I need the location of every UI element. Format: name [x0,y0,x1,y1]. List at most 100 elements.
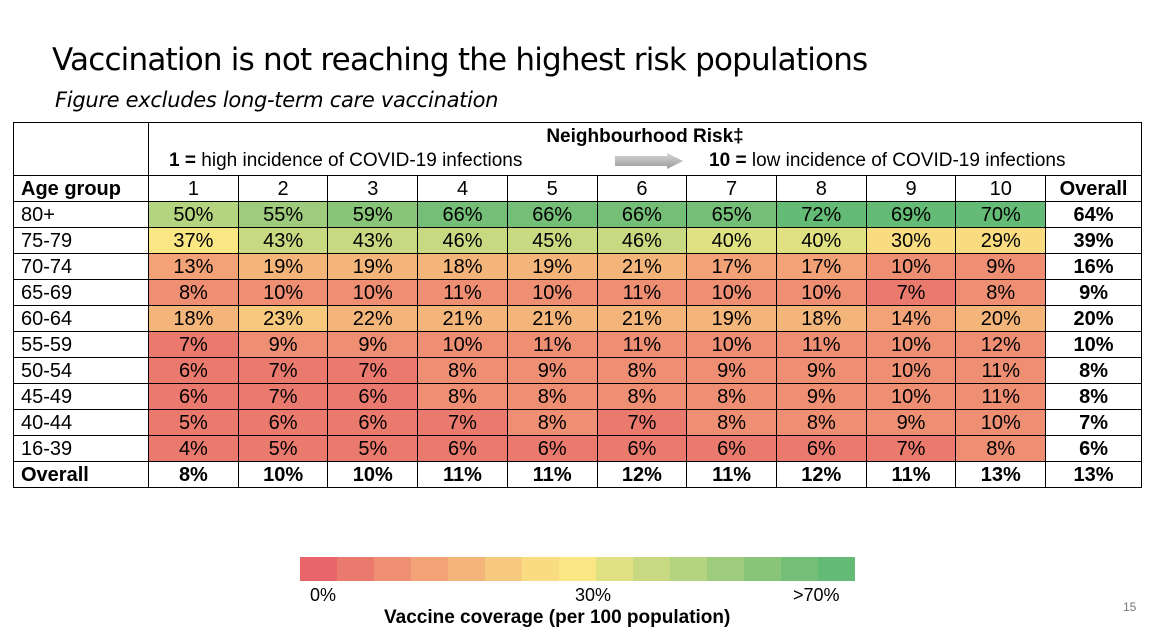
legend-swatch [744,557,781,581]
risk-low-prefix: 1 = [169,150,196,171]
overall-row-label: Overall [12,461,150,488]
heat-cell: 11% [955,357,1047,384]
heat-cell: 7% [237,357,329,384]
heat-cell: 5% [237,435,329,462]
heat-cell: 8% [596,383,688,410]
heat-cell: 10% [865,383,957,410]
heat-cell: 11% [955,383,1047,410]
heat-cell: 10% [686,279,777,306]
overall-cell: 8% [148,461,239,488]
row-label: 40-44 [12,409,150,436]
heat-cell: 8% [506,409,598,436]
legend-swatch [374,557,411,581]
overall-cell: 12% [775,461,867,488]
heat-cell: 8% [148,279,239,306]
row-label: 80+ [12,201,150,228]
heat-cell: 55% [237,201,329,228]
heat-cell: 65% [686,201,777,228]
legend-swatch [559,557,596,581]
overall-cell: 12% [596,461,688,488]
heat-cell: 66% [506,201,598,228]
row-label: 70-74 [12,253,150,280]
color-legend: 0% 30% >70% Vaccine coverage (per 100 po… [300,557,855,628]
heat-cell: 8% [417,357,508,384]
heat-cell: 21% [596,253,688,280]
heat-cell: 10% [865,253,957,280]
heat-cell: 11% [596,331,688,358]
heat-cell: 59% [327,201,419,228]
legend-swatch [781,557,818,581]
row-overall-cell: 64% [1045,201,1142,228]
heat-cell: 17% [775,253,867,280]
heat-cell: 21% [506,305,598,332]
heat-cell: 37% [148,227,239,254]
heat-cell: 46% [596,227,688,254]
age-group-header: Age group [12,175,150,202]
column-header-3: 3 [327,175,419,202]
row-overall-cell: 16% [1045,253,1142,280]
heat-cell: 19% [237,253,329,280]
legend-color-bar [300,557,855,581]
heat-cell: 6% [686,435,777,462]
overall-cell: 11% [686,461,777,488]
slide-subtitle: Figure excludes long-term care vaccinati… [55,88,499,112]
heat-cell: 9% [775,383,867,410]
heatmap-body: 80+ 50% 55% 59% 66% 66% 66% 65% 72% 69% 70% 64% 75-7… [12,201,1142,488]
column-header-7: 7 [686,175,777,202]
heat-cell: 23% [237,305,329,332]
legend-tick-70: >70% [793,585,840,605]
row-label: 55-59 [12,331,150,358]
heat-cell: 19% [327,253,419,280]
heat-cell: 10% [955,409,1047,436]
heatmap-table: Neighbourhood Risk‡ 1 = high incidence o… [12,122,1142,488]
legend-tick-30: 30% [575,585,612,605]
column-header-row: Age group 1 2 3 4 5 6 7 8 9 10 Overall [12,175,1142,202]
heat-cell: 14% [865,305,957,332]
row-overall-cell: 39% [1045,227,1142,254]
column-header-9: 9 [865,175,957,202]
row-label: 60-64 [12,305,150,332]
table-row: 60-64 18% 23% 22% 21% 21% 21% 19% 18% 14% 20% 20% [12,305,1142,332]
row-overall-cell: 8% [1045,357,1142,384]
heat-cell: 66% [596,201,688,228]
heat-cell: 10% [686,331,777,358]
legend-swatch [300,557,337,581]
table-row: 50-54 6% 7% 7% 8% 9% 8% 9% 9% 10% 11% 8% [12,357,1142,384]
overall-cell: 10% [237,461,329,488]
heat-cell: 9% [686,357,777,384]
row-label: 16-39 [12,435,150,462]
column-header-1: 1 [148,175,239,202]
heat-cell: 45% [506,227,598,254]
legend-title: Vaccine coverage (per 100 population) [384,607,731,628]
heat-cell: 8% [596,357,688,384]
heat-cell: 9% [506,357,598,384]
row-label: 50-54 [12,357,150,384]
heat-cell: 22% [327,305,419,332]
legend-swatch [596,557,633,581]
heat-cell: 6% [148,357,239,384]
column-header-8: 8 [775,175,867,202]
heat-cell: 12% [955,331,1047,358]
heat-cell: 11% [417,279,508,306]
overall-cell: 11% [506,461,598,488]
heat-cell: 18% [417,253,508,280]
heat-cell: 6% [417,435,508,462]
neighbourhood-risk-title: Neighbourhood Risk‡ [546,126,744,147]
table-row: 16-39 4% 5% 5% 6% 6% 6% 6% 6% 7% 8% 6% [12,435,1142,462]
legend-swatch [448,557,485,581]
table-row: 75-79 37% 43% 43% 46% 45% 46% 40% 40% 30% 29% 39% [12,227,1142,254]
table-row: 80+ 50% 55% 59% 66% 66% 66% 65% 72% 69% 70% 64% [12,201,1142,228]
column-header-4: 4 [417,175,508,202]
heat-cell: 50% [148,201,239,228]
row-overall-cell: 10% [1045,331,1142,358]
legend-swatch [670,557,707,581]
legend-swatch [707,557,744,581]
heat-cell: 19% [506,253,598,280]
heat-cell: 13% [148,253,239,280]
legend-swatch [522,557,559,581]
heat-cell: 6% [506,435,598,462]
heat-cell: 17% [686,253,777,280]
heat-cell: 6% [327,383,419,410]
neighbourhood-risk-header: Neighbourhood Risk‡ 1 = high incidence o… [148,122,1142,176]
table-row: 45-49 6% 7% 6% 8% 8% 8% 8% 9% 10% 11% 8% [12,383,1142,410]
